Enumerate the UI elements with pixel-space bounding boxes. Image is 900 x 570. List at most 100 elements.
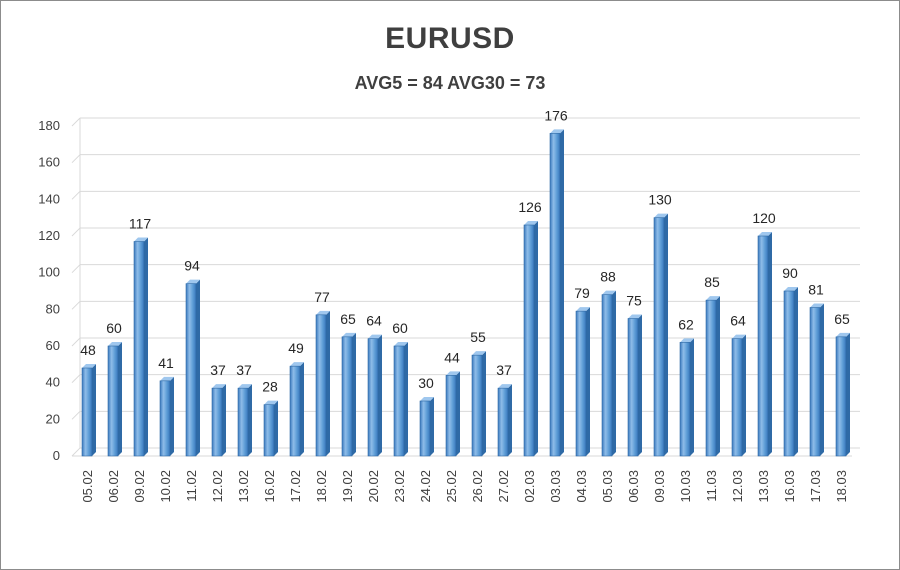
bar [211,387,223,457]
bar-top [498,384,512,389]
bar [367,338,379,457]
data-label: 81 [808,282,824,298]
data-label: 64 [730,313,746,329]
bar-side [222,384,226,456]
data-label: 55 [470,329,486,345]
x-tick-label: 12.02 [210,470,225,503]
gridline-depth [71,227,81,237]
x-tick-label: 20.02 [366,470,381,503]
data-label: 94 [184,258,200,274]
bar-top [602,290,616,295]
bar-side [326,310,330,456]
gridline-depth [71,337,81,347]
bar [835,336,847,457]
x-tick-label: 02.03 [522,470,537,503]
bar [159,380,171,457]
x-tick-label: 03.03 [548,470,563,503]
y-tick-label: 100 [38,265,60,280]
bar-top [368,334,382,339]
data-label: 37 [236,362,252,378]
x-tick-label: 04.03 [574,470,589,503]
bar-side [690,338,694,456]
bar-side [482,351,486,456]
bar [679,342,691,457]
data-label: 65 [340,311,356,327]
bar-top [82,364,96,368]
data-label: 64 [366,313,382,329]
y-tick-label: 180 [38,118,60,133]
bar-top [706,296,720,301]
x-axis: 05.02 06.02 09.02 10.02 11.02 12.02 13.02 16.02… [80,470,849,503]
bar-top [680,338,694,343]
bar-side [560,129,564,457]
bar-side [716,296,720,456]
bar-top [186,279,200,284]
data-label: 120 [752,210,776,226]
x-tick-label: 09.02 [132,470,147,503]
gridline-depth [71,154,81,164]
bar [289,365,301,457]
bar-side [612,290,616,456]
bar-top [758,232,772,236]
bar-side [742,334,746,456]
data-label: 90 [782,265,798,281]
data-label: 79 [574,285,590,301]
bar [471,354,483,457]
x-tick-label: 19.02 [340,470,355,503]
bar-top [420,397,434,401]
data-label: 130 [648,192,672,208]
bar-top [290,362,304,367]
bar-top [316,310,330,315]
bar-top [810,303,824,308]
data-label: 48 [80,342,96,358]
grid-lines [71,117,860,457]
bar [575,310,587,457]
bar-top [628,314,642,319]
data-label: 176 [544,107,568,123]
gridline-depth [71,447,81,457]
bar [315,314,327,457]
data-label: 28 [262,379,278,395]
bars [81,129,850,457]
x-tick-label: 05.02 [80,470,95,503]
data-label: 49 [288,340,304,356]
x-tick-label: 11.02 [184,470,199,502]
bar [107,345,119,457]
bar-side [378,334,382,456]
bar [341,336,353,457]
bar-top [212,384,226,389]
bar [497,387,509,457]
y-tick-label: 80 [46,301,60,316]
bar-side [664,213,668,456]
x-tick-label: 10.02 [158,470,173,503]
y-tick-label: 60 [46,338,60,353]
bar [237,387,249,457]
x-tick-label: 26.02 [470,470,485,503]
x-tick-label: 05.03 [600,470,615,503]
x-tick-label: 16.03 [782,470,797,503]
x-tick-label: 16.02 [262,470,277,503]
x-tick-label: 27.02 [496,470,511,503]
gridline-depth [71,374,81,384]
bar [757,235,769,457]
x-tick-label: 17.03 [808,470,823,503]
bar [523,224,535,457]
bar-side [352,332,356,456]
bar-side [300,362,304,456]
x-tick-label: 11.03 [704,470,719,502]
x-tick-label: 24.02 [418,470,433,503]
bar [81,367,93,457]
x-tick-label: 09.03 [652,470,667,503]
data-label: 77 [314,289,330,305]
x-tick-label: 18.03 [834,470,849,503]
bar-side [430,397,434,456]
gridline-depth [71,410,81,420]
y-tick-label: 40 [46,375,60,390]
data-label: 30 [418,375,434,391]
gridline-depth [71,190,81,200]
chart-subtitle: AVG5 = 84 AVG30 = 73 [354,73,546,93]
bar-side [274,400,278,456]
bar-top [108,342,122,346]
bar [393,345,405,457]
